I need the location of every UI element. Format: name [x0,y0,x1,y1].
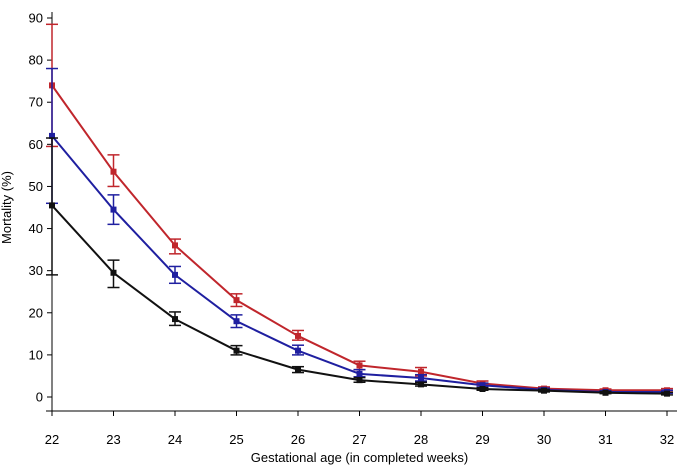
series-line [51,84,667,392]
series-blue-series [46,67,673,395]
y-tick-label: 10 [29,347,43,362]
data-point [418,375,424,382]
data-point [172,316,178,323]
x-tick-label: 29 [475,432,489,447]
data-point [418,368,424,375]
data-point [602,389,609,396]
data-point [49,132,55,139]
data-point [295,366,301,373]
data-point [664,390,670,397]
data-point [172,271,178,278]
data-point [110,269,117,276]
data-point [233,318,240,325]
data-point [541,387,547,394]
data-point [418,381,424,388]
data-point [356,370,363,377]
series-black-series [46,137,673,397]
y-tick-label: 40 [29,221,43,236]
y-tick-label: 90 [29,11,43,26]
data-point [479,382,486,389]
data-point [233,297,240,304]
x-tick-label: 26 [291,432,305,447]
x-tick-label: 32 [660,432,674,447]
y-tick-label: 30 [29,263,43,278]
x-tick-label: 27 [352,432,366,447]
y-tick-label: 0 [36,390,43,405]
series-line [51,135,667,393]
axes [46,12,677,412]
y-tick-label: 70 [29,95,43,110]
y-tick-label: 60 [29,137,43,152]
x-tick-label: 31 [598,432,612,447]
x-tick-label: 22 [45,432,59,447]
data-point [356,362,363,369]
y-ticks: 0 10 20 30 40 50 60 70 80 90 [29,11,52,405]
y-tick-label: 80 [29,53,43,68]
data-point [233,347,240,354]
data-point [110,206,117,213]
x-ticks: 22 23 24 25 26 27 28 29 30 31 32 [45,411,674,447]
series-red-series [46,23,673,394]
x-tick-label: 25 [229,432,243,447]
x-axis-title: Gestational age (in completed weeks) [251,450,469,465]
series-layer [46,23,673,397]
x-tick-label: 23 [106,432,120,447]
data-point [479,385,486,392]
data-point [110,168,117,175]
data-point [49,202,55,209]
x-tick-label: 30 [537,432,551,447]
y-axis-title: Mortality (%) [0,171,14,244]
data-point [295,347,301,354]
data-point [356,377,363,384]
y-tick-label: 50 [29,179,43,194]
y-tick-label: 20 [29,305,43,320]
x-tick-label: 28 [414,432,428,447]
data-point [172,242,178,249]
x-tick-label: 24 [168,432,182,447]
data-point [295,332,301,339]
